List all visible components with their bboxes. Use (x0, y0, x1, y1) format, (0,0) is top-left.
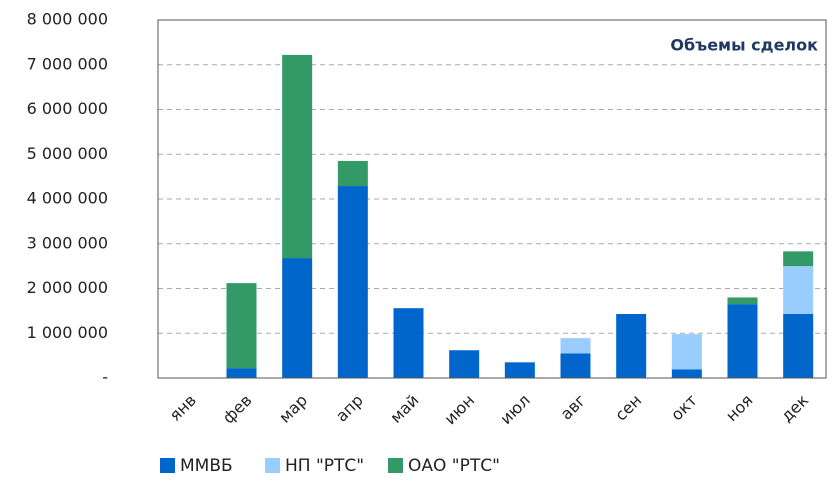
y-tick-label: 5 000 000 (27, 144, 108, 163)
bar-segment (449, 350, 480, 378)
y-tick-label: - (102, 368, 108, 387)
x-tick-label: апр (332, 391, 367, 426)
y-tick-label: 3 000 000 (27, 233, 108, 252)
bar-segment (727, 304, 758, 378)
x-tick-label: фев (219, 391, 256, 428)
bar-segment (671, 334, 702, 370)
bar-segment (783, 251, 814, 267)
x-tick-label: авг (557, 391, 590, 424)
y-tick-label: 6 000 000 (27, 99, 108, 118)
legend-swatch (265, 458, 280, 473)
y-tick-label: 1 000 000 (27, 323, 108, 342)
bar-segment (337, 186, 368, 378)
bar-segment (616, 314, 647, 378)
bar-segment (560, 353, 591, 378)
bar-segment (226, 368, 257, 378)
legend-label: ОАО "РТС" (408, 456, 500, 476)
y-tick-label: 8 000 000 (27, 10, 108, 29)
bar-segment (727, 297, 758, 305)
y-tick-label: 2 000 000 (27, 278, 108, 297)
y-tick-label: 7 000 000 (27, 54, 108, 73)
x-tick-label: ноя (722, 391, 757, 426)
bar-segment (393, 308, 424, 378)
legend-swatch (160, 458, 175, 473)
bar-segment (671, 369, 702, 378)
bar-segment (337, 160, 368, 187)
chart-title: Объемы сделок (670, 36, 818, 55)
bar-segment (783, 266, 814, 315)
legend-label: ММВБ (180, 456, 233, 476)
x-tick-label: сен (611, 391, 645, 425)
x-tick-label: янв (166, 391, 200, 425)
bar-segment (282, 54, 313, 259)
legend-label: НП "РТС" (285, 456, 364, 476)
bar-segment (504, 362, 535, 378)
x-tick-label: мар (275, 391, 311, 427)
x-tick-label: июл (496, 391, 534, 429)
x-tick-label: июн (440, 391, 478, 429)
legend-swatch (388, 458, 403, 473)
x-tick-label: дек (777, 390, 812, 425)
bar-segment (560, 338, 591, 354)
bar-segment (783, 314, 814, 378)
x-tick-label: май (386, 391, 422, 427)
y-tick-label: 4 000 000 (27, 189, 108, 208)
x-tick-label: окт (667, 391, 701, 425)
bar-segment (282, 258, 313, 378)
bar-segment (226, 283, 257, 369)
